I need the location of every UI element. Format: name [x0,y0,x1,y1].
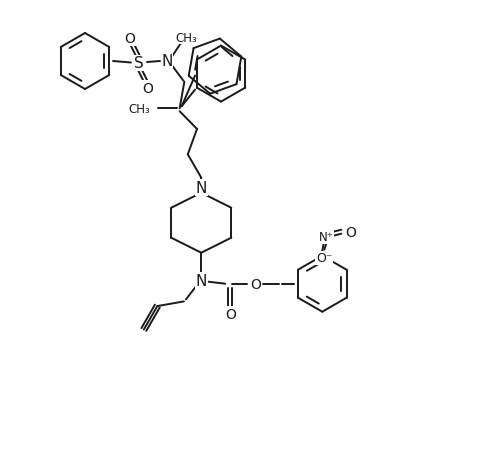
Text: O: O [124,32,136,46]
Text: O⁻: O⁻ [316,252,332,265]
Text: N⁺: N⁺ [319,231,334,244]
Text: O: O [142,82,154,96]
Text: O: O [250,277,260,291]
Text: N: N [196,274,207,289]
Text: N: N [196,181,207,196]
Text: CH₃: CH₃ [176,32,197,45]
Text: O: O [225,307,235,321]
Text: S: S [134,56,144,71]
Text: N: N [162,55,172,69]
Text: CH₃: CH₃ [128,102,150,115]
Text: O: O [345,225,356,239]
